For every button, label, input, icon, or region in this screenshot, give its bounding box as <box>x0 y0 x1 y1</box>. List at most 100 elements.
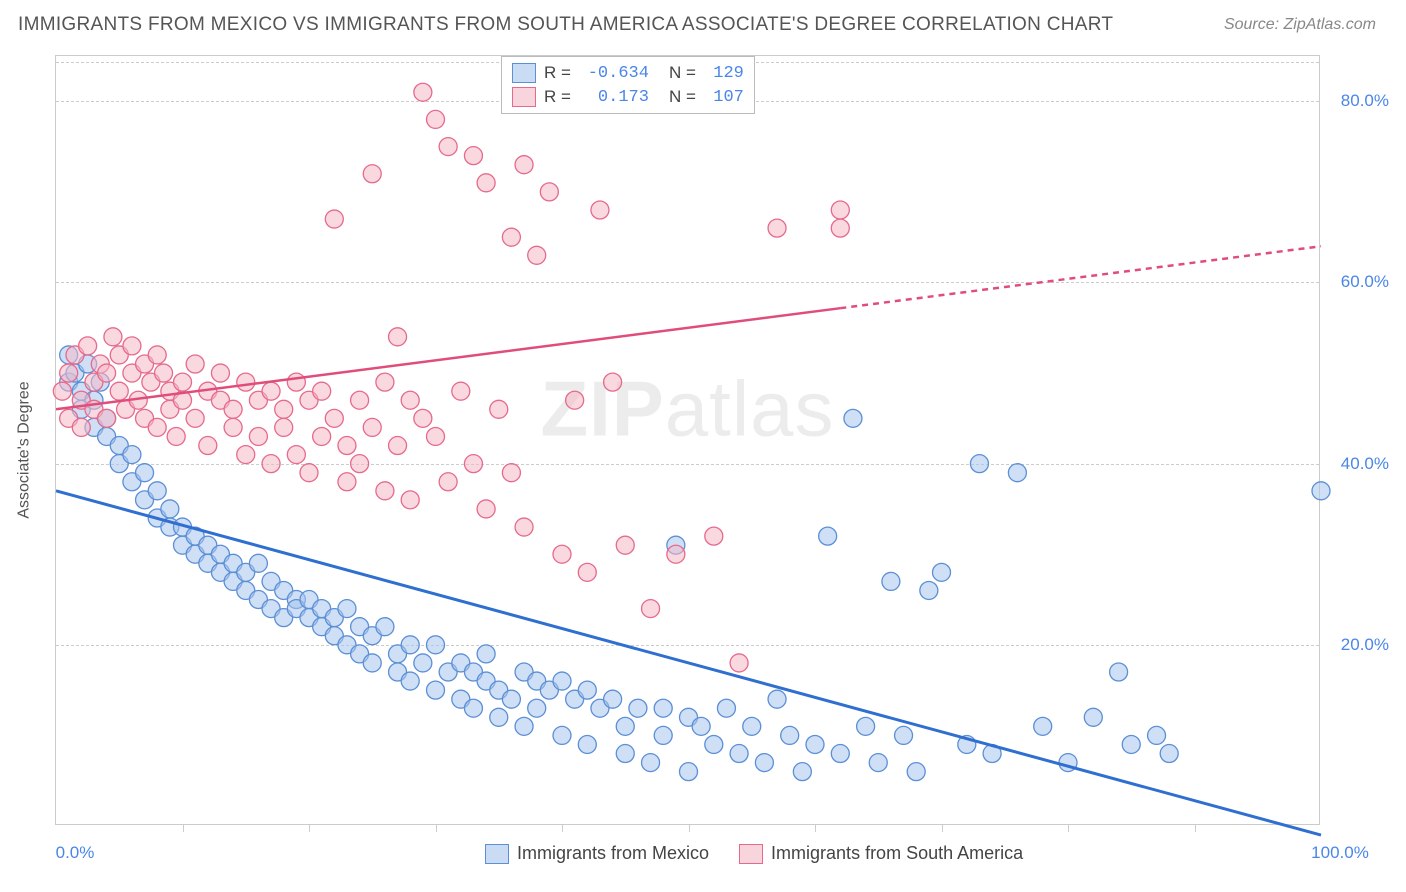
data-point <box>806 735 824 753</box>
data-point <box>515 156 533 174</box>
data-point <box>427 110 445 128</box>
data-point <box>642 600 660 618</box>
data-point <box>414 83 432 101</box>
data-point <box>401 391 419 409</box>
data-point <box>1122 735 1140 753</box>
data-point <box>338 437 356 455</box>
data-point <box>515 518 533 536</box>
trend-line-dashed <box>840 246 1321 308</box>
data-point <box>502 464 520 482</box>
data-point <box>477 174 495 192</box>
data-point <box>553 672 571 690</box>
data-point <box>186 355 204 373</box>
data-point <box>104 328 122 346</box>
data-point <box>351 391 369 409</box>
data-point <box>490 400 508 418</box>
data-point <box>167 427 185 445</box>
data-point <box>439 138 457 156</box>
data-point <box>1008 464 1026 482</box>
data-point <box>768 690 786 708</box>
data-point <box>654 726 672 744</box>
legend-row: R =-0.634N =129 <box>512 61 744 85</box>
data-point <box>654 699 672 717</box>
legend-n-value: 107 <box>704 88 744 107</box>
chart-title: IMMIGRANTS FROM MEXICO VS IMMIGRANTS FRO… <box>18 14 1113 36</box>
legend-r-value: -0.634 <box>579 64 649 83</box>
data-point <box>477 645 495 663</box>
x-tick-min: 0.0% <box>56 843 95 863</box>
data-point <box>376 618 394 636</box>
data-point <box>351 455 369 473</box>
data-point <box>540 183 558 201</box>
x-minor-tick <box>942 824 943 832</box>
data-point <box>553 726 571 744</box>
data-point <box>136 464 154 482</box>
data-point <box>224 400 242 418</box>
data-point <box>1160 745 1178 763</box>
data-point <box>692 717 710 735</box>
y-tick-label: 80.0% <box>1329 91 1389 111</box>
data-point <box>831 745 849 763</box>
data-point <box>869 754 887 772</box>
data-point <box>287 446 305 464</box>
data-point <box>72 418 90 436</box>
data-point <box>895 726 913 744</box>
x-minor-tick <box>183 824 184 832</box>
data-point <box>490 708 508 726</box>
data-point <box>376 373 394 391</box>
legend-n-label: N = <box>657 87 696 107</box>
data-point <box>616 717 634 735</box>
trend-line <box>56 308 840 409</box>
data-point <box>528 246 546 264</box>
data-point <box>604 373 622 391</box>
data-point <box>148 418 166 436</box>
data-point <box>730 745 748 763</box>
data-point <box>882 572 900 590</box>
data-point <box>566 391 584 409</box>
legend-swatch <box>512 63 536 83</box>
data-point <box>224 418 242 436</box>
data-point <box>427 427 445 445</box>
data-point <box>427 681 445 699</box>
data-point <box>1034 717 1052 735</box>
legend-n-value: 129 <box>704 64 744 83</box>
data-point <box>920 581 938 599</box>
data-point <box>667 545 685 563</box>
data-point <box>300 464 318 482</box>
legend-swatch <box>739 844 763 864</box>
data-point <box>275 418 293 436</box>
data-point <box>705 527 723 545</box>
data-point <box>616 536 634 554</box>
data-point <box>60 364 78 382</box>
x-minor-tick <box>562 824 563 832</box>
data-point <box>933 563 951 581</box>
source-text: Source: ZipAtlas.com <box>1224 16 1376 34</box>
data-point <box>831 201 849 219</box>
data-point <box>155 364 173 382</box>
data-point <box>98 409 116 427</box>
data-point <box>515 717 533 735</box>
data-point <box>123 446 141 464</box>
data-point <box>53 382 71 400</box>
data-point <box>123 337 141 355</box>
data-point <box>464 147 482 165</box>
data-point <box>262 382 280 400</box>
legend-swatch <box>512 87 536 107</box>
y-tick-label: 20.0% <box>1329 635 1389 655</box>
data-point <box>414 654 432 672</box>
data-point <box>249 427 267 445</box>
data-point <box>98 364 116 382</box>
data-point <box>401 672 419 690</box>
data-point <box>401 491 419 509</box>
data-point <box>831 219 849 237</box>
data-point <box>1148 726 1166 744</box>
data-point <box>768 219 786 237</box>
data-point <box>262 455 280 473</box>
data-point <box>578 681 596 699</box>
data-point <box>414 409 432 427</box>
scatter-svg <box>56 56 1319 824</box>
data-point <box>161 500 179 518</box>
trend-line <box>56 491 1321 835</box>
data-point <box>186 409 204 427</box>
data-point <box>464 699 482 717</box>
